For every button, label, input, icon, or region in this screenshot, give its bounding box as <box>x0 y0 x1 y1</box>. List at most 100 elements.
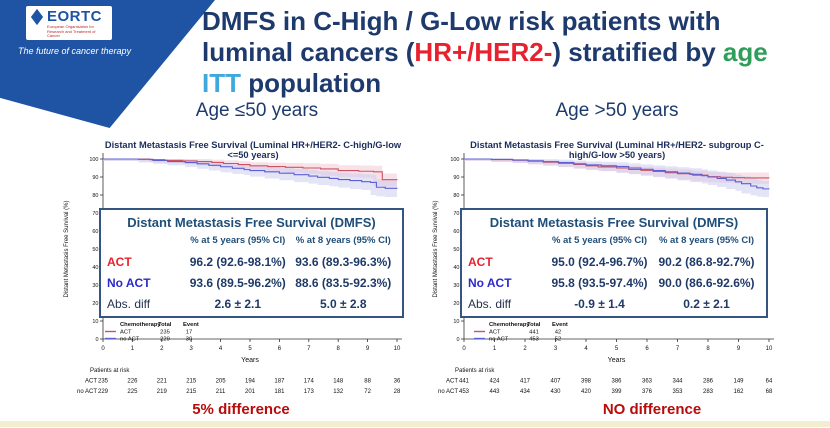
y-tick-label: 50 <box>92 247 98 253</box>
ci-band-ACT <box>103 159 397 187</box>
risk-value: 211 <box>216 389 226 395</box>
risk-value: 453 <box>459 389 470 395</box>
risk-value: 407 <box>550 379 561 385</box>
x-tick-label: 3 <box>190 346 194 352</box>
x-tick-label: 8 <box>706 346 710 352</box>
x-axis-label: Years <box>608 357 626 364</box>
risk-value: 386 <box>611 379 622 385</box>
x-tick-label: 7 <box>307 346 311 352</box>
risk-value: 72 <box>364 389 371 395</box>
risk-value: 441 <box>459 379 470 385</box>
y-tick-label: 90 <box>92 175 98 181</box>
x-tick-label: 4 <box>219 346 223 352</box>
risk-value: 36 <box>394 379 401 385</box>
legend-event: 17 <box>186 330 192 336</box>
row-label-act: ACT <box>107 254 132 269</box>
risk-value: 399 <box>611 389 622 395</box>
y-axis-label: Distant Metastasis Free Survival (%) <box>64 200 70 297</box>
risk-value: 215 <box>186 379 197 385</box>
act-5yr-value: 95.0 (92.4-96.7%) <box>551 254 648 269</box>
risk-row-label: no ACT <box>438 389 458 395</box>
x-tick-label: 10 <box>394 346 401 352</box>
km-curve-ACT <box>103 158 398 181</box>
title-line-3: ITT population <box>202 68 382 98</box>
x-tick-label: 6 <box>645 346 649 352</box>
risk-value: 174 <box>304 379 315 385</box>
annotation-5pct-difference: 5% difference <box>192 401 290 418</box>
y-tick-label: 40 <box>453 265 459 271</box>
patients-at-risk-title: Patients at risk <box>90 368 130 374</box>
row-label-noact: No ACT <box>468 275 512 290</box>
legend-event: 30 <box>186 337 192 343</box>
risk-value: 28 <box>394 389 401 395</box>
patients-at-risk-title: Patients at risk <box>455 368 495 374</box>
x-tick-label: 9 <box>737 346 741 352</box>
act-5yr-value: 96.2 (92.6-98.1%) <box>189 254 286 269</box>
risk-value: 283 <box>703 389 714 395</box>
y-tick-label: 20 <box>453 301 459 307</box>
eortc-logo-text: EORTC <box>47 8 102 25</box>
risk-value: 424 <box>489 379 500 385</box>
subtitle-age-gt50: Age >50 years <box>555 100 679 121</box>
y-tick-label: 10 <box>92 319 98 325</box>
noact-8yr-value: 90.0 (86.6-92.6%) <box>658 275 755 290</box>
x-tick-label: 10 <box>766 346 773 352</box>
y-tick-label: 10 <box>453 319 459 325</box>
legend-total: 453 <box>529 337 539 343</box>
x-tick-label: 5 <box>248 346 252 352</box>
row-label-absdiff: Abs. diff <box>468 296 512 311</box>
y-tick-label: 30 <box>453 283 459 289</box>
y-tick-label: 60 <box>453 229 459 235</box>
km-curve-no ACT <box>103 158 398 189</box>
y-tick-label: 70 <box>92 211 98 217</box>
y-tick-label: 100 <box>89 157 98 163</box>
y-tick-label: 70 <box>453 211 459 217</box>
risk-value: 132 <box>333 389 344 395</box>
y-tick-label: 40 <box>92 265 98 271</box>
risk-value: 64 <box>766 379 773 385</box>
legend-event: 42 <box>555 330 561 336</box>
x-tick-label: 7 <box>676 346 680 352</box>
legend-header-total: Total <box>158 322 172 328</box>
risk-row-label: no ACT <box>77 389 97 395</box>
x-tick-label: 0 <box>462 346 466 352</box>
y-tick-label: 80 <box>453 193 459 199</box>
x-axis-label: Years <box>241 357 259 364</box>
dmfs-table-title: Distant Metastasis Free Survival (DMFS) <box>489 215 739 230</box>
risk-value: 201 <box>245 389 256 395</box>
absdiff-8yr-value: 0.2 ± 2.1 <box>683 296 730 311</box>
y-tick-label: 90 <box>453 175 459 181</box>
legend-event: 52 <box>555 337 561 343</box>
risk-value: 88 <box>364 379 371 385</box>
column-age-gt50: Age >50 years 0 10 20 30 40 50 60 70 80 90 100 0 1 2 3… <box>424 100 820 428</box>
risk-value: 398 <box>581 379 592 385</box>
risk-value: 353 <box>672 389 683 395</box>
risk-value: 420 <box>581 389 592 395</box>
legend-header-chemotherapy: Chemotherapy <box>120 322 161 328</box>
y-tick-label: 0 <box>95 337 98 343</box>
x-tick-label: 1 <box>131 346 135 352</box>
x-tick-label: 3 <box>554 346 558 352</box>
risk-value: 181 <box>274 389 285 395</box>
y-tick-label: 20 <box>92 301 98 307</box>
dmfs-table-le50: Distant Metastasis Free Survival (DMFS) … <box>99 208 404 318</box>
risk-value: 215 <box>186 389 197 395</box>
legend-header-chemotherapy: Chemotherapy <box>489 322 530 328</box>
chart-title-gt50: Distant Metastasis Free Survival (Lumina… <box>470 140 764 160</box>
absdiff-8yr-value: 5.0 ± 2.8 <box>319 296 367 311</box>
ci-band-no ACT <box>464 159 769 198</box>
title-line-2: luminal cancers (HR+/HER2-) stratified b… <box>202 37 768 67</box>
risk-row-label: ACT <box>85 379 97 385</box>
risk-value: 443 <box>489 389 500 395</box>
y-axis-label: Distant Metastasis Free Survival (%) <box>433 200 439 297</box>
risk-value: 173 <box>304 389 315 395</box>
row-label-act: ACT <box>468 254 493 269</box>
eortc-logo-subtext: European Organisation for Research and T… <box>47 24 96 38</box>
act-8yr-value: 90.2 (86.8-92.7%) <box>658 254 755 269</box>
eortc-logo-icon <box>30 8 44 25</box>
subtitle-age-le50: Age ≤50 years <box>195 100 319 121</box>
risk-value: 430 <box>550 389 561 395</box>
legend-label: ACT <box>489 330 501 336</box>
x-tick-label: 5 <box>615 346 619 352</box>
